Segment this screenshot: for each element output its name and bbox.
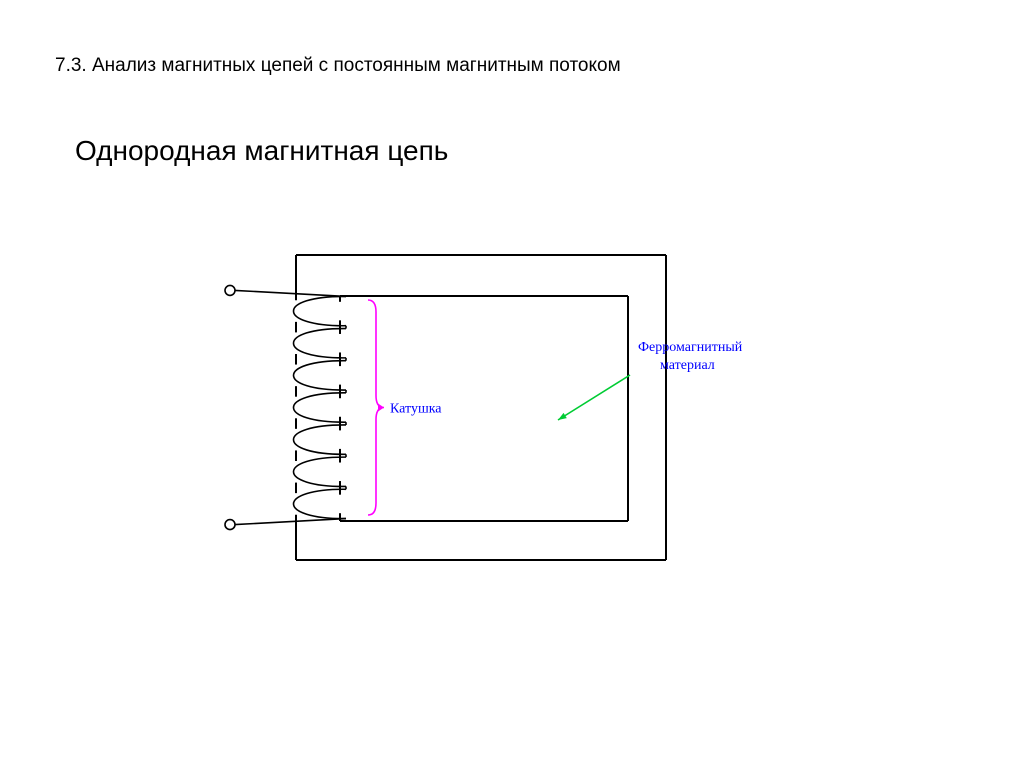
coil-label: Катушка <box>390 402 442 417</box>
ferromagnetic-label-line1: Ферромагнитный <box>638 340 743 355</box>
ferromagnetic-label-line2: материал <box>660 358 715 373</box>
magnetic-circuit-diagram: Катушка Ферромагнитный материал <box>0 0 1024 767</box>
